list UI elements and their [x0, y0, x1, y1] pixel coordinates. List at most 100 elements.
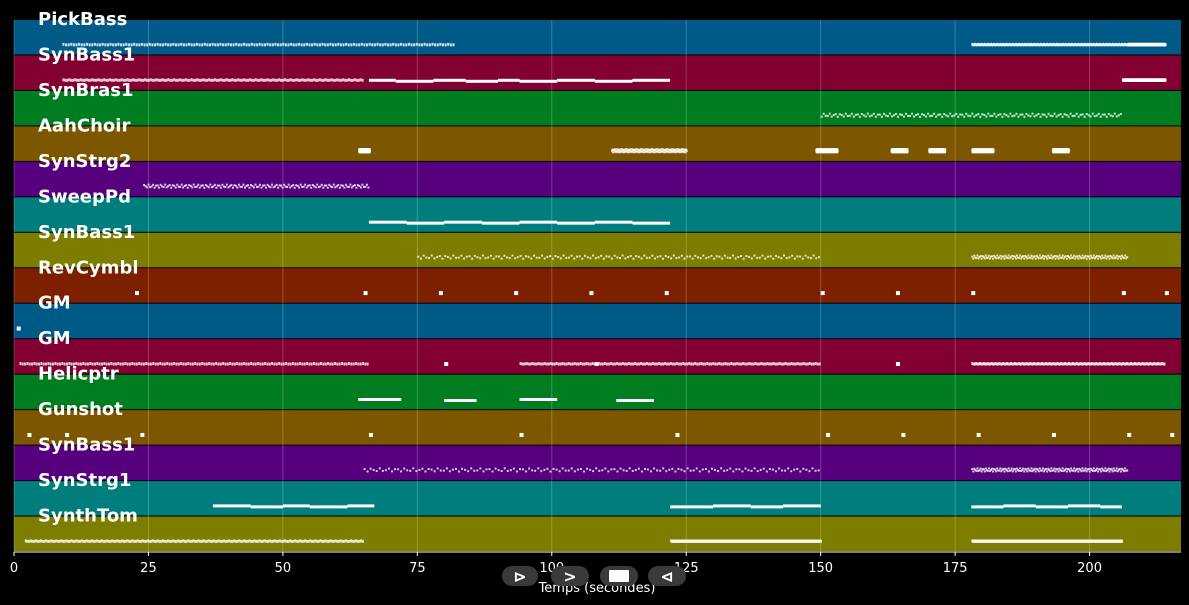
note-mark [85, 78, 88, 82]
note-mark [518, 468, 521, 471]
note-mark [1065, 257, 1068, 260]
play-button[interactable]: ⊳ [502, 566, 538, 586]
note-mark [532, 254, 535, 257]
note-mark [723, 469, 726, 472]
note-mark [814, 469, 817, 472]
note-mark [649, 148, 652, 151]
note-mark [163, 539, 166, 543]
note-mark [627, 362, 630, 366]
note-mark [442, 469, 445, 472]
note-mark [992, 43, 995, 47]
stop-button[interactable] [600, 566, 638, 586]
note-mark [1031, 112, 1034, 115]
note-mark [1142, 362, 1145, 366]
note-mark [188, 184, 191, 187]
note-mark [666, 362, 669, 366]
note-mark [605, 255, 608, 258]
note-mark [195, 42, 198, 46]
note-mark [1020, 469, 1023, 472]
note-mark [277, 186, 280, 189]
note-mark [1099, 362, 1102, 366]
note-mark [1077, 362, 1080, 366]
note-mark [1005, 114, 1008, 117]
note-mark [240, 362, 243, 366]
note-mark [70, 42, 73, 46]
note-mark [643, 148, 646, 151]
note-mark [1065, 43, 1068, 47]
note-mark [672, 254, 675, 257]
note-mark [1119, 470, 1122, 473]
note-mark [317, 539, 320, 543]
note-mark [1015, 43, 1018, 47]
note-mark [1123, 362, 1126, 366]
track-notes [212, 504, 1122, 509]
note-mark [553, 362, 556, 366]
note-mark [662, 151, 665, 154]
note-mark [1093, 362, 1096, 366]
note-mark [776, 362, 779, 366]
note-mark [670, 257, 673, 260]
note-mark [143, 183, 146, 186]
note-mark [669, 149, 672, 152]
note-mark [1051, 469, 1054, 472]
forward-button[interactable]: > [551, 566, 589, 586]
note-mark [231, 362, 234, 366]
note-mark [1125, 469, 1128, 472]
note-mark [215, 78, 218, 82]
note-mark [239, 185, 242, 188]
note-mark [561, 362, 564, 366]
note-mark [1107, 255, 1110, 258]
note-mark [1040, 469, 1043, 472]
note-mark [206, 539, 209, 543]
note-mark [1017, 256, 1020, 259]
note-mark [999, 113, 1002, 116]
note-mark [764, 257, 767, 260]
note-mark [392, 42, 395, 46]
note-mark [1052, 362, 1055, 366]
note-mark [545, 362, 548, 366]
note-mark [1108, 257, 1111, 260]
note-mark [674, 362, 677, 366]
note-mark [347, 362, 350, 366]
note-mark [227, 42, 230, 46]
note-mark [1047, 254, 1050, 257]
note-mark [1119, 257, 1122, 260]
note-mark [298, 186, 301, 189]
note-mark [186, 78, 189, 82]
note-mark [552, 467, 555, 470]
note-mark [185, 43, 188, 47]
note-dot [16, 326, 21, 331]
note-mark [1038, 362, 1041, 366]
note-mark [303, 362, 306, 366]
note-mark [65, 43, 68, 47]
note-mark [259, 183, 262, 186]
back-button[interactable]: ⊲ [648, 566, 686, 586]
note-mark [933, 112, 936, 115]
note-mark [63, 362, 66, 366]
note-mark [299, 78, 302, 82]
note-mark [720, 467, 723, 470]
note-mark [976, 43, 979, 47]
note-bar [368, 78, 396, 82]
note-mark [1003, 470, 1006, 473]
note-mark [1124, 42, 1127, 46]
note-mark [745, 255, 748, 258]
note-mark [339, 43, 342, 47]
note-mark [530, 257, 533, 260]
note-mark [1126, 256, 1129, 259]
note-mark [836, 151, 839, 154]
note-mark [328, 183, 331, 186]
note-mark [152, 183, 155, 186]
note-mark [1104, 467, 1107, 470]
note-mark [854, 113, 857, 116]
note-mark [554, 255, 557, 258]
note-mark [1038, 43, 1041, 47]
note-mark [537, 362, 540, 366]
note-mark [1037, 43, 1040, 47]
note-mark [770, 362, 773, 366]
track-band [14, 303, 1181, 339]
note-bar [632, 78, 671, 82]
note-mark [1039, 42, 1042, 46]
note-mark [1068, 470, 1071, 473]
note-mark [42, 362, 45, 366]
